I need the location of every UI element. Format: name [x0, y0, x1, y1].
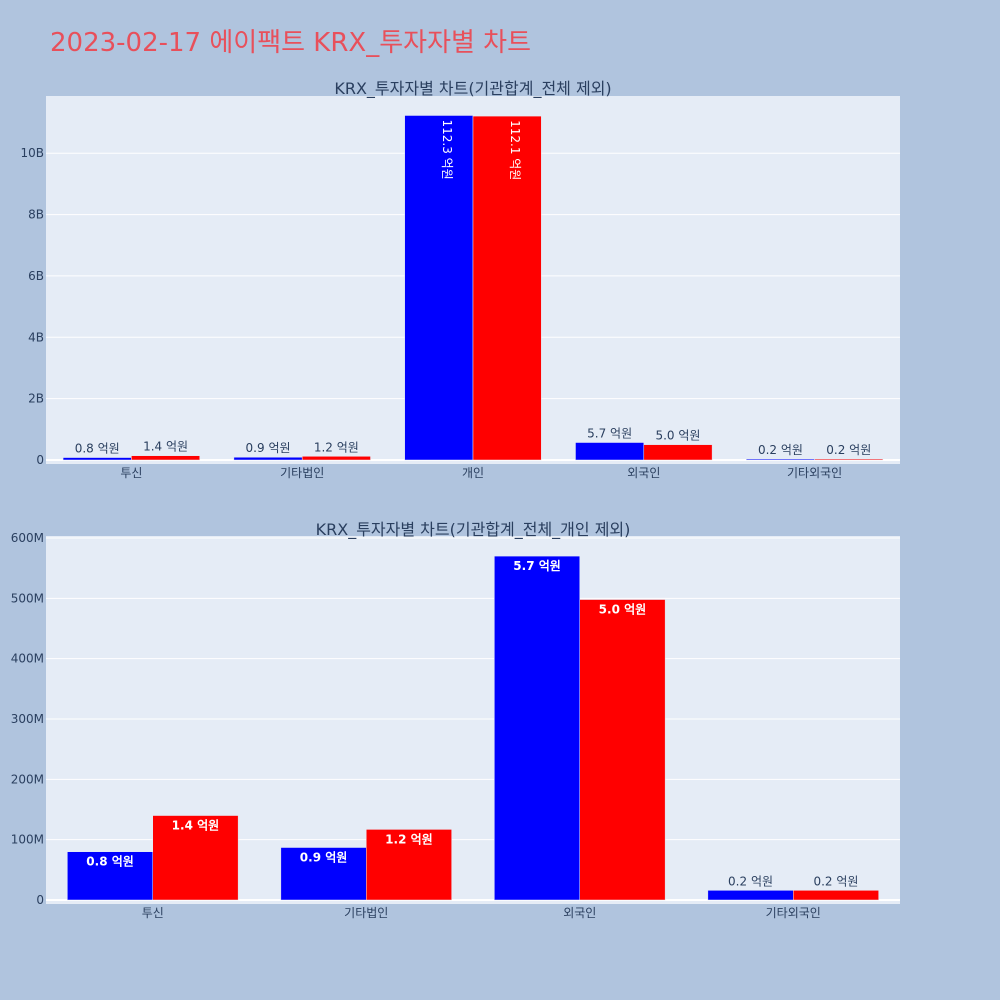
- bar-series-2: [814, 458, 884, 461]
- bar-series-2: [472, 115, 542, 461]
- bar-data-label: 5.0 억원: [655, 429, 700, 443]
- bar-data-label: 5.0 억원: [599, 603, 647, 617]
- bar-data-label: 0.2 억원: [813, 874, 858, 888]
- chart-1: 0 2B 4B 6B 8B 10B KRX_투자자별 차트(기관합계_전체 제외) 투신0.8…: [20, 79, 900, 480]
- y-tick-label: 0: [36, 893, 44, 907]
- bar-series-2: [643, 444, 713, 461]
- bar-data-label: 0.9 억원: [300, 851, 348, 865]
- x-tick-label: 기타외국인: [787, 466, 842, 480]
- bar-data-label: 5.7 억원: [513, 559, 561, 573]
- y-tick-label: 600M: [11, 531, 44, 545]
- bar-data-label: 1.4 억원: [143, 440, 188, 454]
- bar-series-2: [793, 890, 879, 901]
- bar-data-label: 112.1 억원: [508, 120, 522, 180]
- bar-series-2: [579, 599, 666, 901]
- subplot-title: KRX_투자자별 차트(기관합계_전체 제외): [334, 79, 611, 99]
- bar-series-1: [707, 890, 794, 901]
- y-tick-label: 6B: [28, 269, 44, 283]
- bar-series-1: [494, 555, 581, 901]
- bar-series-1: [233, 456, 303, 461]
- bar-series-2: [366, 829, 452, 901]
- chart-2: 0 100M 200M 300M 400M 500M 600M KRX_투자자별 차트(기관합…: [11, 520, 900, 920]
- bar-series-1: [67, 851, 153, 901]
- y-tick-label: 100M: [11, 833, 44, 847]
- x-tick-label: 기타법인: [344, 906, 388, 920]
- bar-data-label: 1.4 억원: [172, 819, 220, 833]
- bar-series-1: [62, 457, 132, 461]
- y-tick-label: 8B: [28, 208, 44, 222]
- bar-series-1: [404, 115, 474, 461]
- x-tick-label: 투신: [120, 466, 142, 480]
- y-tick-label: 200M: [11, 772, 44, 786]
- bar-series-1: [575, 442, 645, 461]
- x-tick-label: 외국인: [627, 466, 660, 480]
- y-tick-label: 10B: [20, 146, 44, 160]
- x-tick-label: 기타법인: [280, 466, 324, 480]
- bar-series-1: [280, 847, 367, 901]
- x-tick-label: 기타외국인: [766, 906, 821, 920]
- page-title: 2023-02-17 에이팩트 KRX_투자자별 차트: [50, 28, 532, 58]
- y-tick-label: 2B: [28, 392, 44, 406]
- bar-series-2: [131, 455, 200, 461]
- bar-series-2: [152, 815, 239, 901]
- bar-series-1: [746, 458, 815, 461]
- bar-data-label: 1.2 억원: [314, 440, 359, 454]
- bar-data-label: 5.7 억원: [587, 427, 632, 441]
- y-tick-label: 0: [36, 453, 44, 467]
- bar-series-2: [301, 456, 371, 461]
- x-tick-label: 투신: [142, 906, 164, 920]
- x-tick-label: 외국인: [563, 906, 596, 920]
- bar-data-label: 0.9 억원: [246, 441, 291, 455]
- bar-data-label: 1.2 억원: [385, 832, 433, 846]
- y-tick-label: 4B: [28, 330, 44, 344]
- y-tick-label: 300M: [11, 712, 44, 726]
- bar-data-label: 0.2 억원: [758, 443, 803, 457]
- bar-data-label: 112.3 억원: [440, 119, 454, 179]
- bar-data-label: 0.2 억원: [728, 874, 773, 888]
- y-tick-label: 400M: [11, 652, 44, 666]
- bar-data-label: 0.8 억원: [75, 442, 120, 456]
- bar-data-label: 0.2 억원: [826, 443, 871, 457]
- x-tick-label: 개인: [462, 466, 484, 480]
- y-tick-label: 500M: [11, 591, 44, 605]
- subplot-title: KRX_투자자별 차트(기관합계_전체_개인 제외): [316, 520, 631, 540]
- bar-data-label: 0.8 억원: [86, 855, 134, 869]
